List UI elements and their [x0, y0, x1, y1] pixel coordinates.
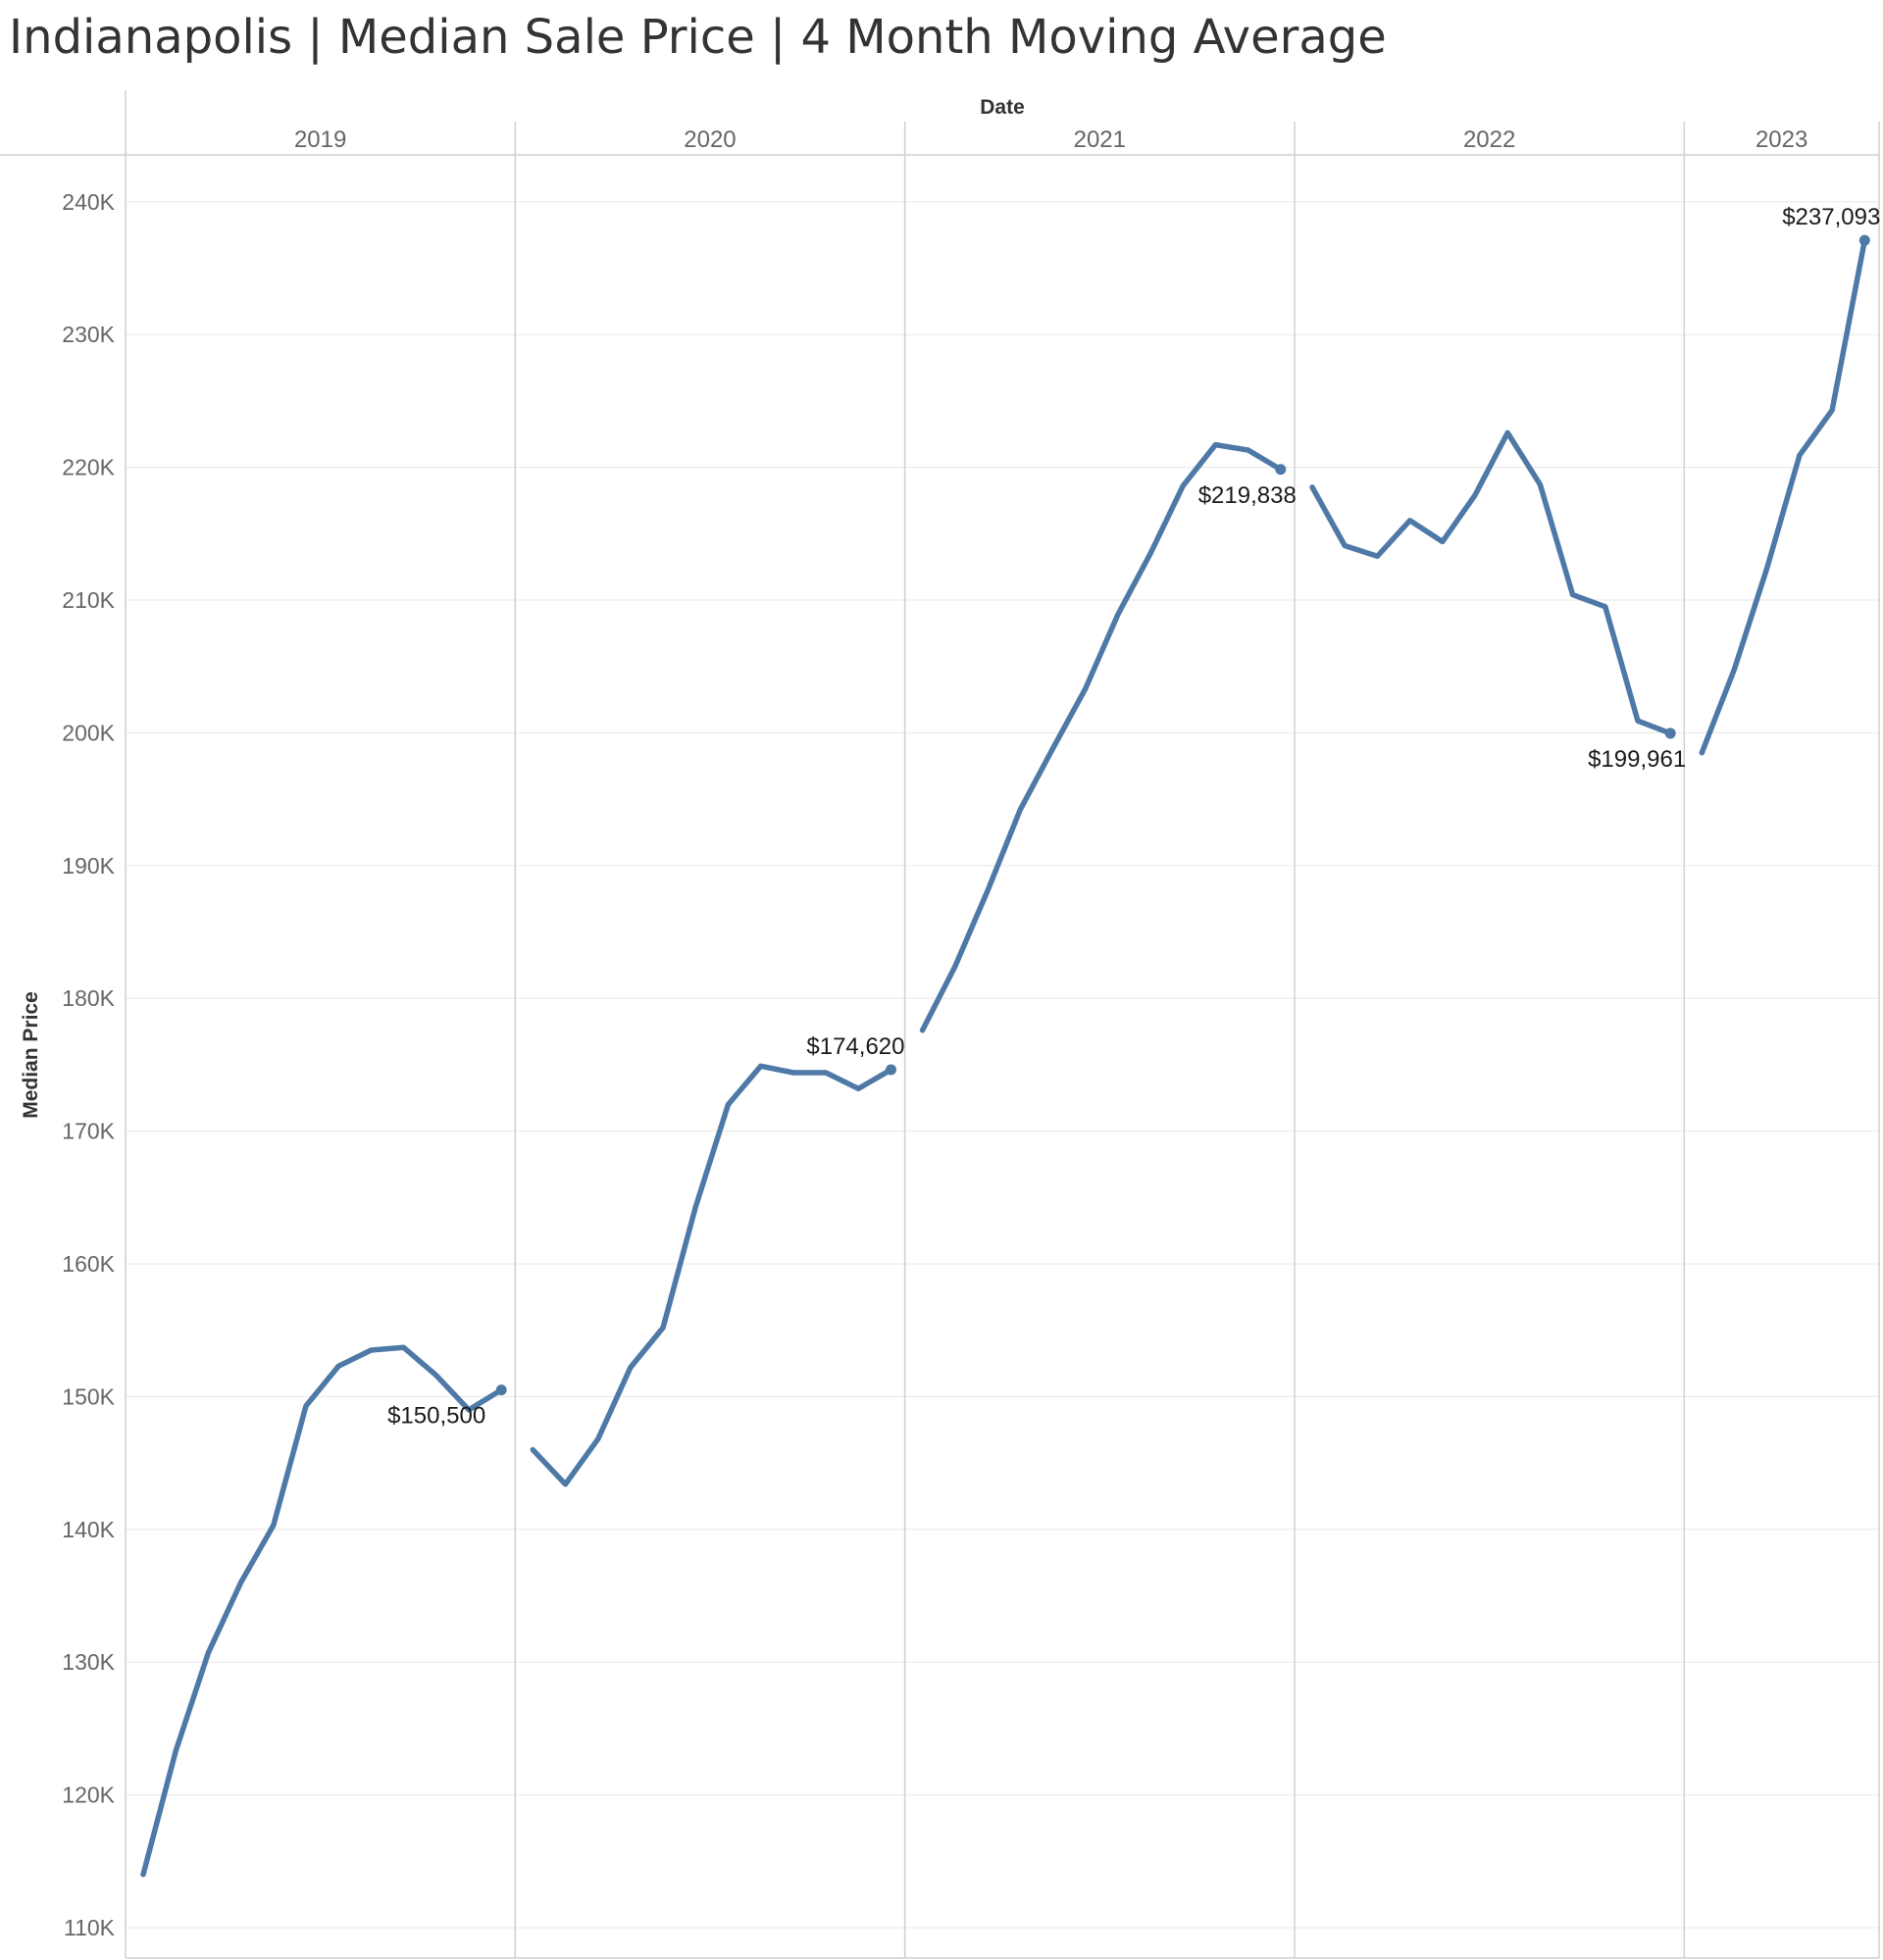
year-header-2022: 2022 — [1463, 126, 1515, 153]
end-point-2019 — [495, 1384, 507, 1396]
y-tick-label: 130K — [62, 1649, 115, 1675]
x-axis-year-headers: 2019 2020 2021 2022 2023 — [294, 126, 1807, 153]
year-header-2019: 2019 — [294, 126, 346, 153]
series-line-2021 — [919, 441, 1284, 1033]
data-label-2019: $150,500 — [387, 1403, 485, 1430]
y-tick-label: 240K — [62, 189, 115, 215]
series-line-2020 — [530, 1063, 894, 1487]
y-tick-label: 110K — [64, 1915, 116, 1940]
series-line-2023 — [1699, 237, 1868, 756]
year-header-2020: 2020 — [684, 126, 736, 153]
end-point-2023 — [1858, 234, 1870, 246]
gridlines — [126, 201, 1879, 1929]
end-point-2021 — [1275, 464, 1287, 476]
data-label-2021: $219,838 — [1198, 482, 1297, 509]
y-tick-label: 220K — [62, 455, 115, 480]
y-tick-label: 190K — [62, 853, 115, 879]
y-tick-label: 200K — [62, 720, 115, 745]
series-line-2019 — [140, 1344, 504, 1878]
y-axis-title: Median Price — [20, 991, 42, 1119]
end-point-2020 — [886, 1064, 896, 1076]
y-tick-label: 140K — [62, 1517, 115, 1542]
y-axis-ticks: 110K 120K 130K 140K 150K 160K 170K 180K 190K 200K… — [62, 189, 115, 1940]
chart-frame — [0, 90, 1880, 1959]
year-header-2023: 2023 — [1756, 126, 1807, 153]
y-tick-label: 170K — [62, 1119, 115, 1144]
year-header-2021: 2021 — [1074, 126, 1126, 153]
y-tick-label: 230K — [62, 322, 115, 347]
x-axis-title: Date — [980, 96, 1025, 119]
series-lines — [140, 234, 1870, 1878]
chart-title: Indianapolis | Median Sale Price | 4 Mon… — [9, 10, 1387, 65]
data-labels: $150,500 $174,620 $219,838 $199,961 $237,093 — [387, 204, 1880, 1429]
data-label-2023: $237,093 — [1782, 204, 1880, 230]
y-tick-label: 120K — [62, 1783, 115, 1808]
data-label-2022: $199,961 — [1588, 746, 1686, 773]
y-tick-label: 180K — [62, 985, 115, 1011]
series-line-2022 — [1309, 429, 1673, 736]
y-tick-label: 150K — [62, 1383, 115, 1409]
data-label-2020: $174,620 — [806, 1033, 904, 1060]
y-tick-label: 160K — [62, 1251, 115, 1277]
end-point-2022 — [1664, 728, 1676, 739]
y-tick-label: 210K — [62, 587, 115, 613]
